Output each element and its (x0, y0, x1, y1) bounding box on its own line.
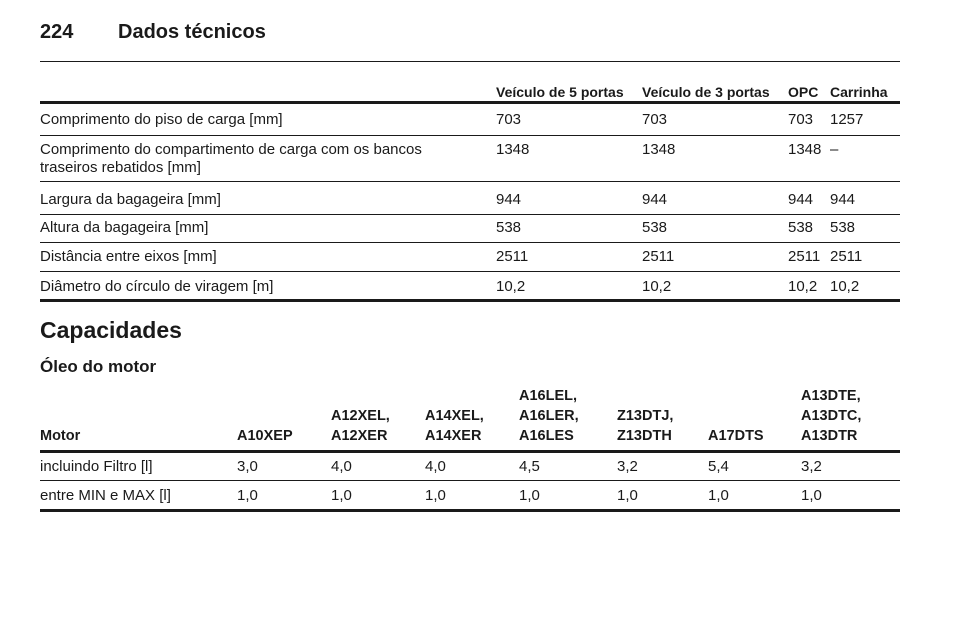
cell: 10,2 (788, 278, 818, 295)
column-header: Veículo de 3 portas (642, 84, 770, 100)
cell: 703 (642, 111, 668, 128)
cell: 944 (830, 191, 856, 208)
cell: 1257 (830, 111, 864, 128)
column-header: A10XEP (237, 428, 293, 444)
column-header: Z13DTJ, Z13DTH (617, 408, 674, 444)
cell: 703 (788, 111, 814, 128)
cell: 2511 (788, 248, 821, 265)
column-header: A16LEL, A16LER, A16LES (519, 388, 579, 444)
column-header: Veículo de 5 portas (496, 84, 624, 100)
column-header: A17DTS (708, 428, 764, 444)
cell: 1348 (642, 141, 676, 158)
header-rule (40, 61, 900, 62)
column-header: OPC (788, 84, 819, 100)
row-label: Largura da bagageira [mm] (40, 191, 221, 208)
cell: 3,0 (237, 458, 258, 475)
table-rule (40, 101, 900, 104)
table-rule (40, 214, 900, 215)
cell: 10,2 (496, 278, 526, 295)
row-label: incluindo Filtro [l] (40, 458, 153, 475)
cell: 2511 (642, 248, 675, 265)
cell: 1,0 (617, 487, 638, 504)
cell: – (830, 141, 839, 158)
table-rule (40, 242, 900, 243)
cell: 703 (496, 111, 522, 128)
cell: 1,0 (708, 487, 729, 504)
cell: 4,0 (331, 458, 352, 475)
row-label: Distância entre eixos [mm] (40, 248, 217, 265)
subsection-title: Óleo do motor (40, 357, 157, 376)
table-rule (40, 450, 900, 453)
cell: 1,0 (331, 487, 352, 504)
table-rule (40, 181, 900, 182)
cell: 944 (496, 191, 522, 208)
table-rule (40, 299, 900, 302)
cell: 1,0 (519, 487, 540, 504)
cell: 3,2 (617, 458, 638, 475)
cell: 1,0 (237, 487, 258, 504)
cell: 538 (496, 219, 522, 236)
column-header: A14XEL, A14XER (425, 408, 484, 444)
row-label: entre MIN e MAX [l] (40, 487, 171, 504)
cell: 538 (642, 219, 668, 236)
row-label: Comprimento do compartimento de carga co… (40, 141, 422, 176)
table-rule (40, 480, 900, 481)
cell: 3,2 (801, 458, 822, 475)
cell: 538 (788, 219, 814, 236)
row-label: Comprimento do piso de carga [mm] (40, 111, 283, 128)
cell: 10,2 (642, 278, 672, 295)
table-rule (40, 509, 900, 512)
cell: 944 (788, 191, 814, 208)
cell: 10,2 (830, 278, 860, 295)
row-label: Diâmetro do círculo de viragem [m] (40, 278, 274, 295)
column-header: A12XEL, A12XER (331, 408, 390, 444)
cell: 4,5 (519, 458, 540, 475)
column-header: Motor (40, 428, 81, 444)
row-label: Altura da bagageira [mm] (40, 219, 209, 236)
cell: 5,4 (708, 458, 729, 475)
column-header: Carrinha (830, 84, 888, 100)
page-number: 224 (40, 21, 74, 43)
cell: 944 (642, 191, 668, 208)
section-title: Capacidades (40, 317, 182, 343)
cell: 4,0 (425, 458, 446, 475)
column-header: A13DTE, A13DTC, A13DTR (801, 388, 862, 444)
cell: 2511 (830, 248, 863, 265)
cell: 538 (830, 219, 856, 236)
cell: 1348 (788, 141, 822, 158)
cell: 1348 (496, 141, 530, 158)
cell: 1,0 (801, 487, 822, 504)
table-rule (40, 135, 900, 136)
cell: 1,0 (425, 487, 446, 504)
page-title: Dados técnicos (118, 21, 266, 43)
cell: 2511 (496, 248, 529, 265)
table-rule (40, 271, 900, 272)
